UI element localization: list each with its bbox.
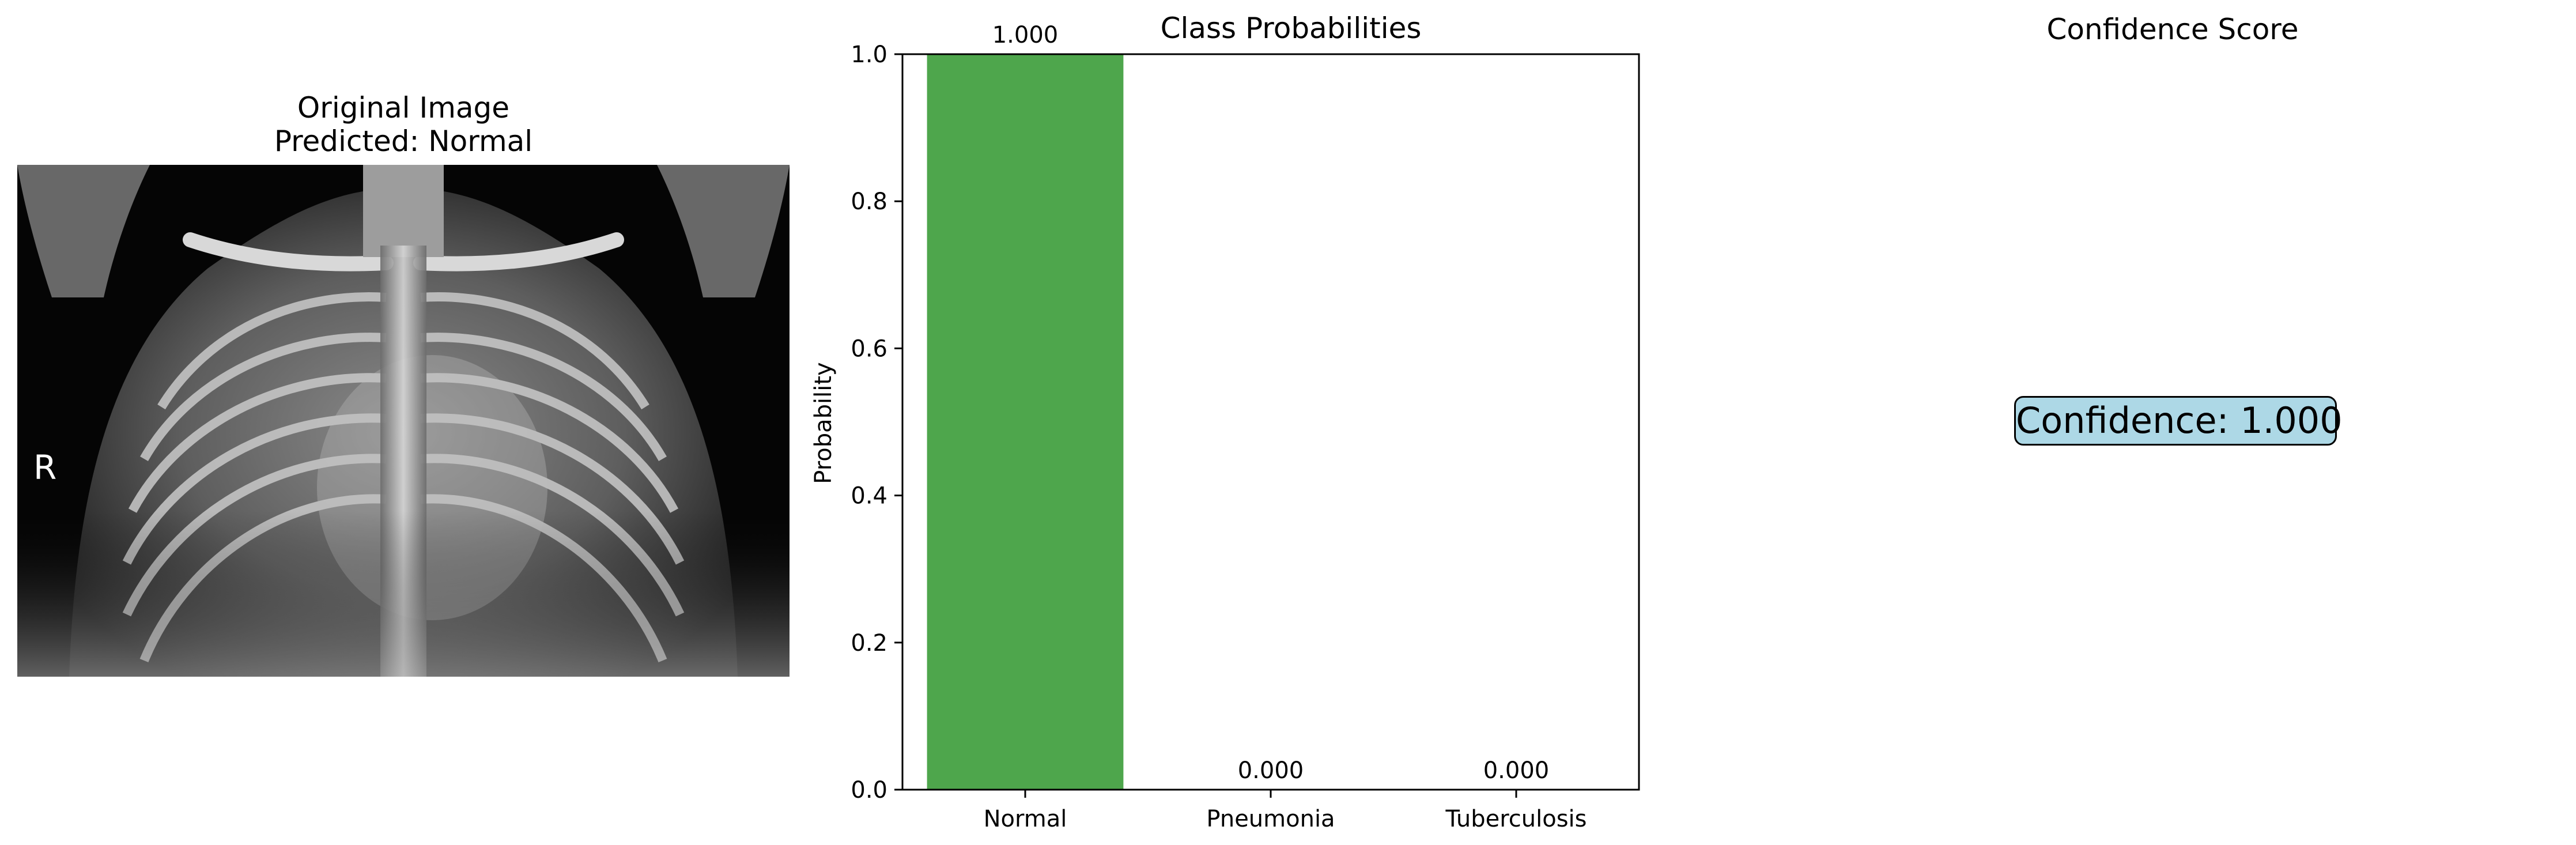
- y-tick-label: 1.0: [851, 42, 887, 68]
- x-tick-label-tuberculosis: Tuberculosis: [1445, 806, 1587, 832]
- data-label-normal: 1.000: [992, 22, 1059, 48]
- data-labels-layer: 1.000 0.000 0.000: [992, 22, 1550, 784]
- class-probabilities-chart: Class Probabilities Probability 1.000 0.0…: [810, 12, 1640, 832]
- confidence-panel-title: Confidence Score: [2046, 13, 2299, 46]
- image-title: Original Image: [297, 91, 510, 125]
- x-tick-label-pneumonia: Pneumonia: [1206, 806, 1335, 832]
- chart-title: Class Probabilities: [1161, 12, 1422, 45]
- image-panel-title: Original Image Predicted: Normal: [17, 91, 790, 158]
- y-axis-label: Probability: [810, 362, 837, 484]
- xray-illustration: R: [17, 165, 790, 677]
- y-tick-label: 0.8: [851, 188, 887, 215]
- xray-image: R: [17, 165, 790, 677]
- bar-normal: [927, 54, 1124, 790]
- y-tick-label: 0.6: [851, 335, 887, 362]
- data-label-tuberculosis: 0.000: [1483, 757, 1550, 784]
- x-tick-label-normal: Normal: [984, 806, 1067, 832]
- confidence-badge: Confidence: 1.000: [2014, 396, 2343, 446]
- y-tick-label: 0.2: [851, 630, 887, 657]
- bars-layer: [927, 54, 1124, 790]
- image-marker: R: [33, 448, 56, 487]
- y-tick-label: 0.4: [851, 483, 887, 510]
- plot-area-frame: [901, 53, 1640, 791]
- predicted-label: Predicted: Normal: [274, 125, 533, 158]
- ticks-layer: Normal Pneumonia Tuberculosis 0.0 0.2 0.4 0.6 0…: [851, 42, 1587, 832]
- data-label-pneumonia: 0.000: [1238, 757, 1304, 784]
- y-tick-label: 0.0: [851, 777, 887, 803]
